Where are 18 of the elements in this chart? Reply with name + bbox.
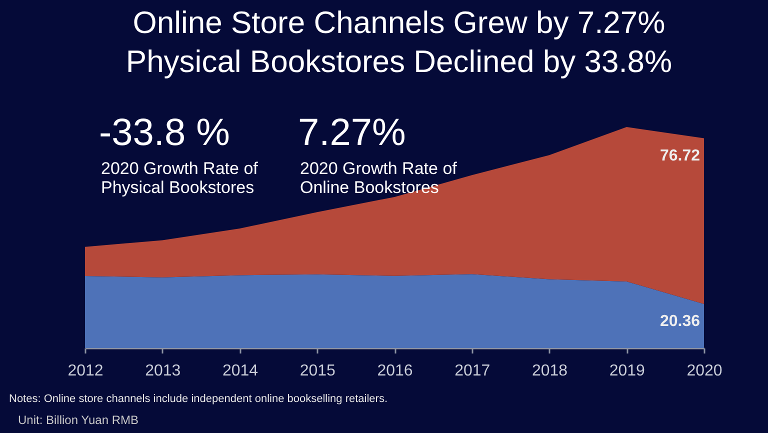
- annotation: 2020 Growth Rate of Online Bookstores: [300, 159, 458, 197]
- chart-title: Online Store Channels Grew by 7.27% Physical Bookstores Declined by 33.8%: [126, 5, 672, 79]
- x-tick-label: 2016: [377, 362, 413, 380]
- x-tick-label: 2012: [68, 362, 104, 380]
- x-tick-label: 2020: [686, 362, 722, 380]
- annotation: 2020 Growth Rate of Physical Bookstores: [101, 159, 258, 197]
- x-tick-label: 2015: [300, 362, 336, 380]
- x-tick-label: 2014: [222, 362, 258, 380]
- text: Notes: Online store channels include independent online bookselling retailers.: [9, 393, 388, 405]
- annotation: 7.27%: [298, 112, 406, 154]
- x-tick-label: 2018: [532, 362, 568, 380]
- x-tick-label: 2017: [454, 362, 490, 380]
- x-tick-label: 2013: [145, 362, 181, 380]
- data-label: 20.36: [660, 313, 700, 330]
- annotation: -33.8 %: [99, 112, 230, 154]
- text: Unit: Billion Yuan RMB: [18, 413, 139, 427]
- data-label: 76.72: [660, 147, 700, 164]
- x-tick-label: 2019: [609, 362, 646, 380]
